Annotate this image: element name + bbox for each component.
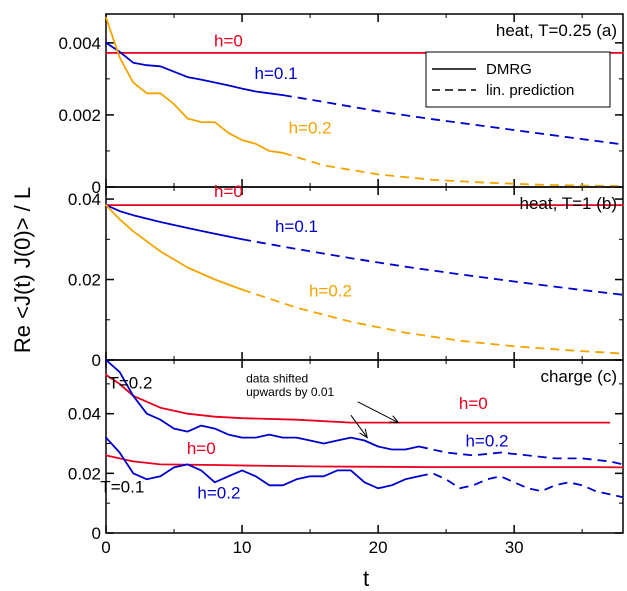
annotation-label: T=0.2 bbox=[109, 373, 153, 392]
y-tick-label: 0 bbox=[92, 351, 101, 370]
annotation-label: data shifted bbox=[246, 371, 308, 385]
annotation-label: h=0 bbox=[214, 31, 243, 50]
panels-layer: 0 0.002 0.004 heat, T=0.25 (a) h=0 h=0.1 h=0.2… bbox=[58, 13, 624, 557]
annotation-label: h=0.2 bbox=[309, 281, 352, 300]
series-line-solid bbox=[105, 359, 420, 451]
annotation-label: upwards by 0.01 bbox=[246, 385, 334, 399]
panel-title: charge (c) bbox=[540, 367, 617, 386]
annotation-label: h=0.1 bbox=[275, 217, 318, 236]
x-tick-label: 20 bbox=[369, 538, 388, 557]
annotation-label: h=0.1 bbox=[255, 64, 298, 83]
annotation-arrow-shaft bbox=[357, 401, 399, 424]
panel-title: heat, T=0.25 (a) bbox=[496, 21, 617, 40]
annotation-arrow-head bbox=[389, 415, 400, 424]
series-line-solid bbox=[105, 41, 284, 96]
legend-box bbox=[425, 51, 611, 108]
panel-a: 0 0.002 0.004 heat, T=0.25 (a) h=0 h=0.1 h=0.2… bbox=[58, 13, 624, 197]
y-axis-label: Re <J(t) J(0)> / L bbox=[10, 187, 35, 353]
series-line-dashed bbox=[418, 445, 624, 466]
y-tick-label: 0 bbox=[92, 524, 101, 543]
series-line-solid bbox=[105, 204, 244, 241]
y-tick-label: 0.004 bbox=[58, 34, 101, 53]
y-tick-label: 0.002 bbox=[58, 106, 101, 125]
series-line-dashed bbox=[418, 472, 624, 499]
y-tick-label: 0.02 bbox=[68, 271, 101, 290]
panel-frame bbox=[105, 359, 624, 534]
panel-b: 0 0.02 0.04 heat, T=1 (b) h=0 h=0.1 h=0.2 bbox=[68, 182, 624, 370]
y-tick-label: 0 bbox=[92, 178, 101, 197]
annotation-label: h=0 bbox=[214, 182, 243, 201]
series-line-dashed bbox=[282, 94, 624, 146]
y-tick-label: 0.02 bbox=[68, 464, 101, 483]
series-line-solid bbox=[105, 454, 624, 469]
x-axis-label: t bbox=[363, 566, 369, 591]
legend-label: DMRG bbox=[486, 61, 532, 78]
annotation-arrow-shaft bbox=[350, 414, 368, 438]
series-line-solid bbox=[105, 436, 420, 490]
annotation-label: T=0.1 bbox=[100, 478, 144, 497]
series-line-dashed bbox=[241, 288, 624, 355]
panel-c: 0 0.02 0.04 charge (c) T=0.2 T=0.1 h=0 h=0.2 h=0… bbox=[68, 359, 624, 557]
panel-title: heat, T=1 (b) bbox=[520, 194, 618, 213]
y-tick-label: 0.04 bbox=[68, 190, 101, 209]
annotation-label: h=0 bbox=[459, 394, 488, 413]
annotation-label: h=0.2 bbox=[465, 432, 508, 451]
x-tick-label: 10 bbox=[233, 538, 252, 557]
legend: DMRG lin. prediction bbox=[425, 51, 611, 108]
series-line-solid bbox=[105, 204, 244, 291]
legend-label: lin. prediction bbox=[486, 82, 574, 99]
annotation-label: h=0.2 bbox=[289, 119, 332, 138]
x-tick-label: 30 bbox=[505, 538, 524, 557]
series-line-dashed bbox=[282, 151, 624, 188]
series-line-dashed bbox=[241, 238, 624, 296]
annotation-label: h=0 bbox=[187, 439, 216, 458]
series-line-solid bbox=[105, 16, 284, 154]
annotation-label: h=0.2 bbox=[197, 484, 240, 503]
x-tick-label: 0 bbox=[101, 538, 110, 557]
annotation-arrow-head bbox=[359, 428, 368, 439]
y-tick-label: 0.04 bbox=[68, 405, 101, 424]
series-line-solid bbox=[105, 373, 611, 424]
